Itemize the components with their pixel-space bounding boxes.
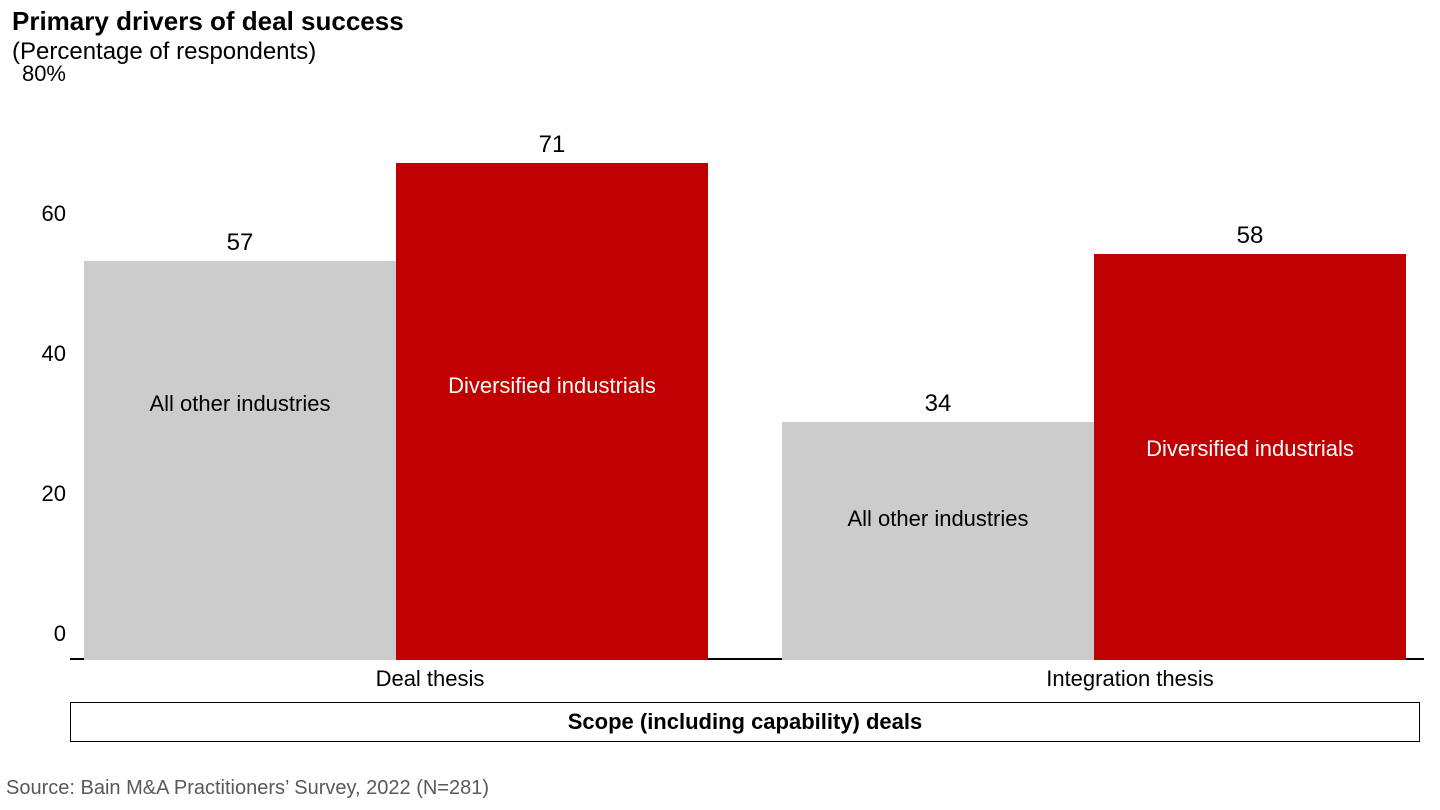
source-note: Source: Bain M&A Practitioners’ Survey, … — [6, 777, 489, 800]
xcat-deal-thesis: Deal thesis — [280, 666, 580, 692]
bar-deal-thesis-diversified: 71 Diversified industrials — [396, 163, 708, 660]
bar-value: 71 — [396, 131, 708, 159]
bar-integration-thesis-all-other: 34 All other industries — [782, 422, 1094, 660]
bar-series-label: All other industries — [84, 391, 396, 417]
bar-value: 58 — [1094, 222, 1406, 250]
bar-series-label: Diversified industrials — [396, 373, 708, 399]
plot-area: 80% 60 40 20 0 57 All other industries 7… — [70, 100, 1430, 660]
ytick-0: 0 — [18, 621, 66, 647]
bar-value: 34 — [782, 390, 1094, 418]
ytick-60: 60 — [18, 201, 66, 227]
bar-integration-thesis-diversified: 58 Diversified industrials — [1094, 254, 1406, 660]
bar-deal-thesis-all-other: 57 All other industries — [84, 261, 396, 660]
xcat-integration-thesis: Integration thesis — [970, 666, 1290, 692]
bar-series-label: Diversified industrials — [1094, 436, 1406, 462]
scope-box: Scope (including capability) deals — [70, 702, 1420, 742]
ytick-20: 20 — [18, 481, 66, 507]
ytick-40: 40 — [18, 341, 66, 367]
bar-series-label: All other industries — [782, 506, 1094, 532]
ytick-80: 80% — [18, 61, 66, 87]
chart-title: Primary drivers of deal success — [12, 6, 404, 37]
bar-value: 57 — [84, 229, 396, 257]
